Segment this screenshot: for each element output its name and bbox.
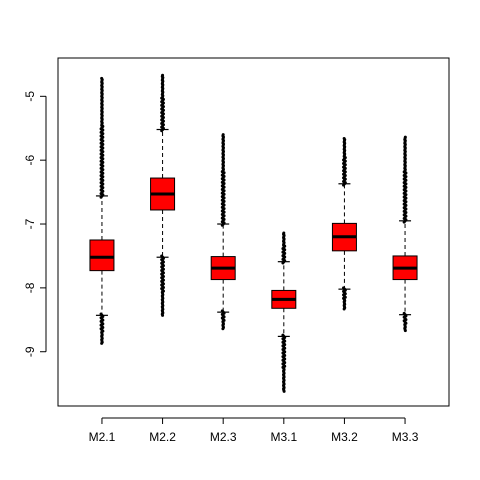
x-tick-label: M3.3 bbox=[392, 430, 419, 444]
box-group-m3-1 bbox=[271, 231, 297, 393]
outlier-point bbox=[342, 307, 346, 311]
x-tick-label: M2.2 bbox=[149, 430, 176, 444]
y-tick-label: -7 bbox=[23, 218, 37, 229]
y-tick-label: -5 bbox=[23, 91, 37, 102]
outlier-point bbox=[282, 231, 286, 235]
y-tick-label: -8 bbox=[23, 282, 37, 293]
outlier-point bbox=[403, 135, 407, 139]
x-tick-label: M2.3 bbox=[210, 430, 237, 444]
plot-frame bbox=[57, 57, 450, 407]
outlier-point bbox=[221, 327, 225, 331]
x-tick-label: M3.1 bbox=[270, 430, 297, 444]
outlier-point bbox=[161, 313, 165, 317]
outlier-point bbox=[221, 133, 225, 137]
outlier-point bbox=[342, 136, 346, 140]
x-tick-label: M2.1 bbox=[89, 430, 116, 444]
y-tick-label: -6 bbox=[23, 155, 37, 166]
outlier-point bbox=[403, 329, 407, 333]
box-group-m3-3 bbox=[392, 135, 418, 333]
y-axis: -5 -6 -7 -8 -9 bbox=[23, 91, 47, 357]
outlier-point bbox=[100, 76, 104, 80]
y-tick-label: -9 bbox=[23, 346, 37, 357]
box-group-m2-1 bbox=[89, 76, 115, 345]
outlier-point bbox=[282, 389, 286, 393]
chart-marks bbox=[89, 73, 418, 393]
x-axis: M2.1 M2.2 M2.3 M3.1 M3.2 M3.3 bbox=[89, 417, 419, 444]
x-tick-label: M3.2 bbox=[331, 430, 358, 444]
box-group-m2-2 bbox=[150, 73, 176, 317]
box-group-m2-3 bbox=[210, 133, 236, 331]
box-group-m3-2 bbox=[331, 136, 357, 311]
box bbox=[89, 239, 115, 272]
outlier-point bbox=[100, 341, 104, 345]
outlier-point bbox=[161, 73, 165, 77]
